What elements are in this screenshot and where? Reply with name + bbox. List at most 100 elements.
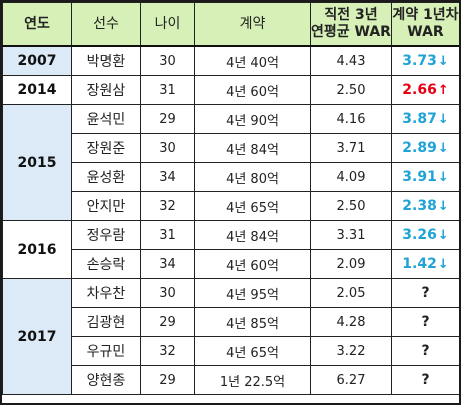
age-cell: 30 bbox=[140, 45, 195, 76]
player-name-cell: 차우찬 bbox=[71, 278, 141, 308]
first-year-war-cell: ? bbox=[391, 278, 459, 308]
first-year-war-value: 3.91 bbox=[402, 169, 437, 185]
age-cell: 29 bbox=[140, 307, 195, 337]
age-cell: 29 bbox=[140, 104, 195, 134]
first-year-war-cell: ? bbox=[391, 365, 459, 395]
table-header: 연도 선수 나이 계약 직전 3년 연평균 WAR 계약 1년차 WAR bbox=[2, 2, 459, 47]
down-arrow-icon: ↓ bbox=[437, 228, 449, 243]
age-cell: 32 bbox=[140, 336, 195, 366]
contract-war-table: 연도 선수 나이 계약 직전 3년 연평균 WAR 계약 1년차 WAR 200… bbox=[2, 2, 459, 395]
up-arrow-icon: ↑ bbox=[437, 83, 449, 98]
table-body: 2007 박명환 30 4년 40억 4.43 3.73↓ 2014 장원삼 31 4년 60억 2… bbox=[2, 45, 459, 395]
table-row: 2015 윤석민 29 4년 90억 4.16 3.87↓ bbox=[2, 104, 459, 221]
player-name-cell: 윤성환 bbox=[71, 162, 141, 192]
first-year-war-value: ? bbox=[421, 285, 430, 301]
age-cell: 31 bbox=[140, 75, 195, 105]
age-cell: 32 bbox=[140, 191, 195, 221]
year-cell: 2007 bbox=[2, 45, 72, 76]
contract-cell: 4년 65억 bbox=[194, 191, 311, 221]
player-name-cell: 안지만 bbox=[71, 191, 141, 221]
table-row: 안지만 32 4년 65억 2.50 2.38↓ bbox=[3, 191, 459, 221]
down-arrow-icon: ↓ bbox=[437, 112, 449, 127]
prior-war-cell: 6.27 bbox=[310, 365, 392, 395]
first-year-war-cell: 3.87↓ bbox=[391, 104, 459, 134]
contract-cell: 4년 95억 bbox=[194, 278, 311, 308]
contract-cell: 4년 85억 bbox=[194, 307, 311, 337]
table-row: 손승락 34 4년 60억 2.09 1.42↓ bbox=[3, 249, 459, 279]
first-year-war-cell: 2.38↓ bbox=[391, 191, 459, 221]
player-name-cell: 장원준 bbox=[71, 133, 141, 163]
table-row: 2007 박명환 30 4년 40억 4.43 3.73↓ bbox=[2, 45, 459, 76]
table-row: 장원준 30 4년 84억 3.71 2.89↓ bbox=[3, 133, 459, 163]
first-year-war-cell: 3.26↓ bbox=[391, 220, 459, 250]
contract-cell: 4년 40억 bbox=[194, 45, 311, 76]
first-year-war-cell: 2.89↓ bbox=[391, 133, 459, 163]
contract-cell: 4년 84억 bbox=[194, 133, 311, 163]
year-cell: 2016 bbox=[2, 220, 72, 279]
first-year-war-cell: 3.91↓ bbox=[391, 162, 459, 192]
table-row: 양현종 29 1년 22.5억 6.27? bbox=[3, 365, 459, 395]
prior-war-cell: 4.16 bbox=[310, 104, 392, 134]
prior-war-cell: 4.28 bbox=[310, 307, 392, 337]
age-cell: 34 bbox=[140, 249, 195, 279]
player-name-cell: 손승락 bbox=[71, 249, 141, 279]
prior-war-cell: 3.31 bbox=[310, 220, 392, 250]
first-year-war-cell: 3.73↓ bbox=[391, 45, 459, 76]
player-name-cell: 정우람 bbox=[71, 220, 141, 250]
year-cell: 2015 bbox=[2, 104, 72, 221]
player-name-cell: 양현종 bbox=[71, 365, 141, 395]
first-year-war-cell: ? bbox=[391, 336, 459, 366]
first-year-war-value: 2.66 bbox=[402, 82, 437, 98]
contract-cell: 4년 84억 bbox=[194, 220, 311, 250]
first-year-war-cell: 2.66↑ bbox=[391, 75, 459, 105]
contract-cell: 1년 22.5억 bbox=[194, 365, 311, 395]
first-year-war-value: 1.42 bbox=[402, 256, 437, 272]
prior-war-cell: 4.09 bbox=[310, 162, 392, 192]
header-row: 연도 선수 나이 계약 직전 3년 연평균 WAR 계약 1년차 WAR bbox=[2, 2, 459, 47]
first-year-war-value: ? bbox=[421, 372, 430, 388]
first-year-war-value: 3.87 bbox=[402, 111, 437, 127]
age-cell: 31 bbox=[140, 220, 195, 250]
header-first-year-war: 계약 1년차 WAR bbox=[391, 2, 459, 47]
prior-war-cell: 2.05 bbox=[310, 278, 392, 308]
down-arrow-icon: ↓ bbox=[437, 141, 449, 156]
down-arrow-icon: ↓ bbox=[437, 54, 449, 69]
prior-war-cell: 3.71 bbox=[310, 133, 392, 163]
player-name-cell: 윤석민 bbox=[71, 104, 141, 134]
table-row: 우규민 32 4년 65억 3.22? bbox=[3, 336, 459, 366]
year-cell: 2014 bbox=[2, 75, 72, 105]
player-name-cell: 장원삼 bbox=[71, 75, 141, 105]
down-arrow-icon: ↓ bbox=[437, 257, 449, 272]
prior-war-cell: 2.50 bbox=[310, 191, 392, 221]
header-player: 선수 bbox=[71, 2, 141, 47]
prior-war-cell: 4.43 bbox=[310, 45, 392, 76]
first-year-war-value: 2.89 bbox=[402, 140, 437, 156]
first-year-war-value: 3.26 bbox=[402, 227, 437, 243]
contract-cell: 4년 90억 bbox=[194, 104, 311, 134]
year-cell: 2017 bbox=[2, 278, 72, 395]
down-arrow-icon: ↓ bbox=[437, 170, 449, 185]
contract-cell: 4년 60억 bbox=[194, 249, 311, 279]
table-row: 2016 정우람 31 4년 84억 3.31 3.26↓ bbox=[2, 220, 459, 279]
header-prior-war: 직전 3년 연평균 WAR bbox=[310, 2, 392, 47]
first-year-war-cell: ? bbox=[391, 307, 459, 337]
header-year: 연도 bbox=[2, 2, 72, 47]
prior-war-cell: 3.22 bbox=[310, 336, 392, 366]
player-name-cell: 김광현 bbox=[71, 307, 141, 337]
player-name-cell: 박명환 bbox=[71, 45, 141, 76]
age-cell: 34 bbox=[140, 162, 195, 192]
table-row: 2014 장원삼 31 4년 60억 2.50 2.66↑ bbox=[2, 75, 459, 105]
table-row: 윤성환 34 4년 80억 4.09 3.91↓ bbox=[3, 162, 459, 192]
first-year-war-value: 3.73 bbox=[402, 53, 437, 69]
age-cell: 30 bbox=[140, 278, 195, 308]
table-row: 2017 차우찬 30 4년 95억 2.05? bbox=[2, 278, 459, 395]
down-arrow-icon: ↓ bbox=[437, 199, 449, 214]
table-row: 김광현 29 4년 85억 4.28? bbox=[3, 307, 459, 337]
contract-cell: 4년 60억 bbox=[194, 75, 311, 105]
prior-war-cell: 2.09 bbox=[310, 249, 392, 279]
header-age: 나이 bbox=[140, 2, 195, 47]
first-year-war-value: 2.38 bbox=[402, 198, 437, 214]
prior-war-cell: 2.50 bbox=[310, 75, 392, 105]
player-name-cell: 우규민 bbox=[71, 336, 141, 366]
